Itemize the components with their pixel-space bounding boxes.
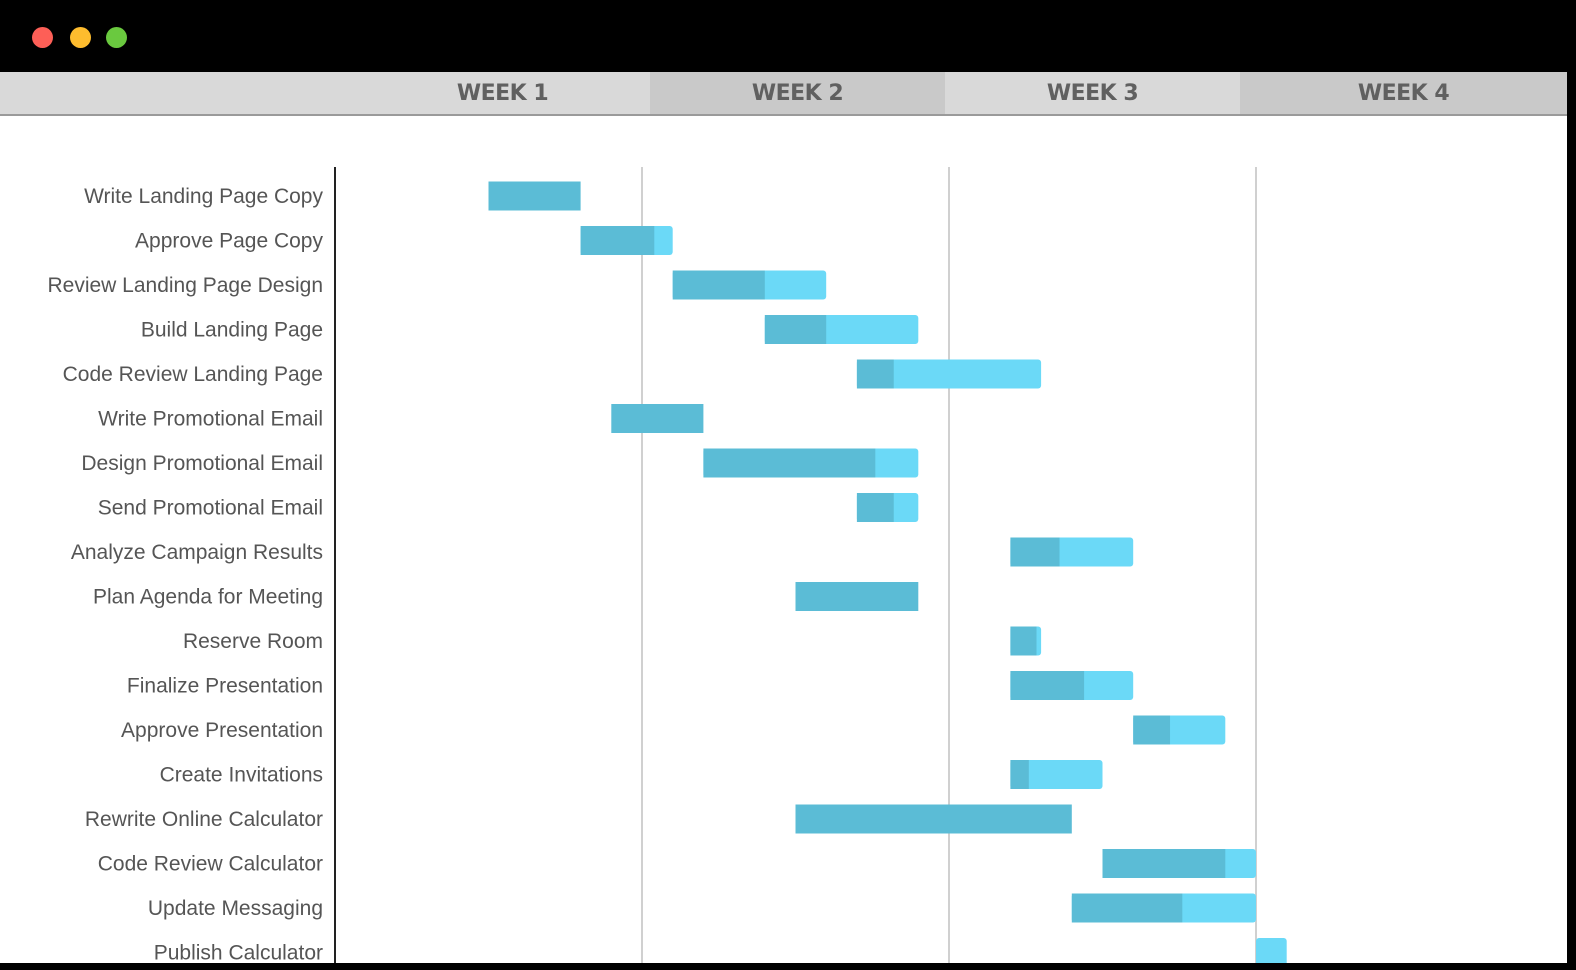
task-bar-completed <box>703 448 876 478</box>
task-bar-completed <box>856 359 894 389</box>
task-bar-completed <box>1010 537 1060 567</box>
task-bar-completed <box>672 270 765 300</box>
task-label: Code Review Calculator <box>98 853 323 876</box>
task-label: Code Review Landing Page <box>63 363 323 386</box>
task-label: Send Promotional Email <box>98 497 323 520</box>
week-1-header: WEEK 1 <box>456 81 549 106</box>
week-header: WEEK 1 WEEK 2 WEEK 3 WEEK 4 <box>0 72 1567 116</box>
week-3-header: WEEK 3 <box>1046 81 1139 106</box>
task-label: Write Promotional Email <box>98 408 323 431</box>
task-label: Design Promotional Email <box>81 452 323 475</box>
task-label: Approve Presentation <box>121 719 323 742</box>
task-bar-completed <box>1071 893 1183 923</box>
task-bar-completed <box>1133 715 1171 745</box>
task-bar-remaining <box>1256 938 1287 963</box>
task-label: Rewrite Online Calculator <box>85 808 323 831</box>
task-bar-completed <box>795 804 1072 834</box>
task-bar-completed <box>856 493 894 522</box>
close-button[interactable] <box>32 27 53 48</box>
week-2-header: WEEK 2 <box>650 72 945 114</box>
task-label: Publish Calculator <box>154 942 323 964</box>
task-label: Write Landing Page Copy <box>84 185 323 208</box>
task-bar-completed <box>764 315 827 344</box>
task-bar-remaining <box>856 359 1042 389</box>
task-label: Finalize Presentation <box>127 675 323 698</box>
week-4-header: WEEK 4 <box>1240 72 1567 114</box>
title-bar <box>0 0 1576 72</box>
maximize-button[interactable] <box>106 27 127 48</box>
task-label: Reserve Room <box>183 630 323 653</box>
minimize-button[interactable] <box>70 27 91 48</box>
task-label: Review Landing Page Design <box>47 274 323 297</box>
task-bar-completed <box>1010 760 1029 789</box>
task-label: Approve Page Copy <box>135 230 323 253</box>
task-label: Plan Agenda for Meeting <box>93 586 323 609</box>
gantt-chart: Write Landing Page Copy Approve Page Copy… <box>47 167 1287 964</box>
task-label: Create Invitations <box>160 764 323 787</box>
task-bar-completed <box>1102 849 1226 878</box>
gantt-window: WEEK 1 WEEK 2 WEEK 3 WEEK 4 Write Landin… <box>0 72 1567 963</box>
task-bar-completed <box>795 582 919 611</box>
task-label: Analyze Campaign Results <box>71 541 323 564</box>
task-label: Build Landing Page <box>141 319 323 342</box>
task-bar-completed <box>580 226 655 255</box>
task-bar-completed <box>1010 671 1085 700</box>
task-label: Update Messaging <box>148 897 323 920</box>
task-bar-remaining <box>1010 760 1103 789</box>
task-bar-completed <box>611 404 704 433</box>
task-bar-completed <box>1010 626 1037 656</box>
task-bar-completed <box>488 181 581 211</box>
